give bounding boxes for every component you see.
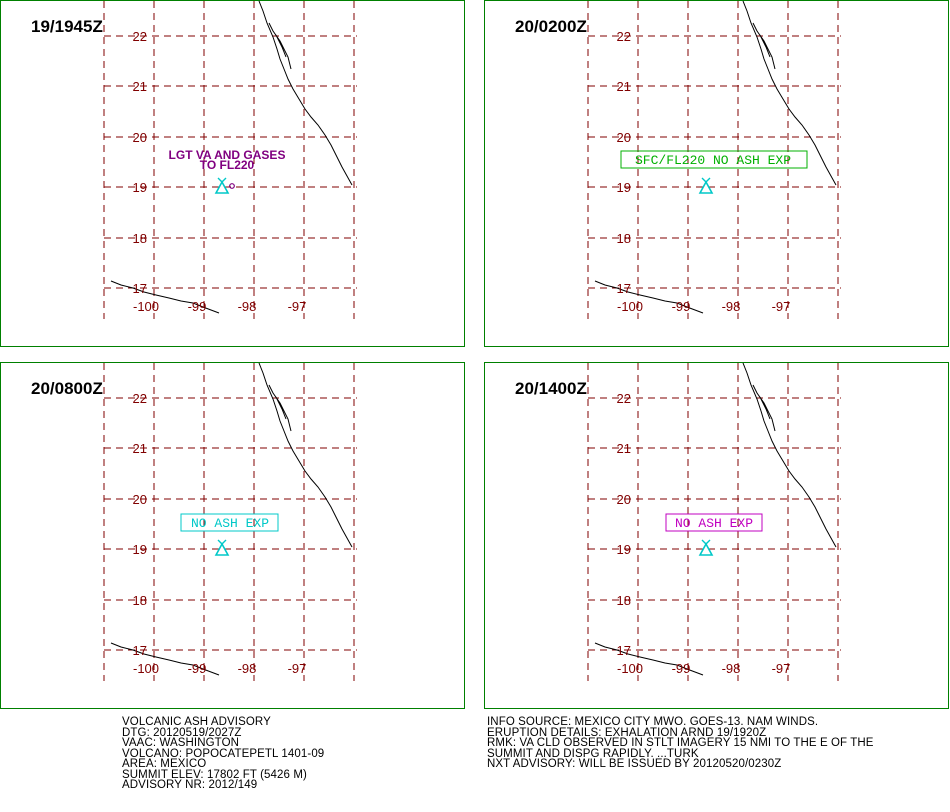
volcano-plume-icon — [701, 177, 711, 183]
forecast-panel-1: 22 21 20 19 18 17 -100 -99 -98 -97 LGT VA AND GASE… — [0, 0, 465, 347]
latitude-label: 19 — [133, 180, 147, 195]
advisory-line: ERUPTION DETAILS: EXHALATION ARND 19/192… — [487, 726, 767, 739]
advisory-line: NXT ADVISORY: WILL BE ISSUED BY 20120520… — [487, 758, 782, 770]
latitude-label: 18 — [617, 231, 631, 246]
longitude-label: -98 — [722, 661, 741, 676]
coastline-detail — [752, 22, 776, 70]
advisory-details-left: VOLCANIC ASH ADVISORY DTG: 20120519/2027… — [122, 717, 324, 791]
latitude-label: 21 — [133, 79, 147, 94]
latitude-label: 22 — [133, 29, 147, 44]
latitude-label: 20 — [617, 130, 631, 145]
panel-time: 19/1945Z — [31, 17, 103, 36]
coastline-detail — [752, 384, 776, 432]
advisory-line: SUMMIT ELEV: 17802 FT (5426 M) — [122, 768, 307, 781]
latitude-label: 17 — [133, 643, 147, 658]
longitude-label: -100 — [617, 661, 643, 676]
longitude-label: -99 — [672, 299, 691, 314]
latitude-label: 19 — [617, 180, 631, 195]
latitude-label: 18 — [133, 231, 147, 246]
longitude-label: -99 — [188, 299, 207, 314]
coastline — [742, 363, 837, 548]
longitude-label: -99 — [188, 661, 207, 676]
latitude-label: 17 — [617, 281, 631, 296]
coastline-pacific — [110, 642, 220, 676]
advisory-details-right: INFO SOURCE: MEXICO CITY MWO. GOES-13. N… — [487, 717, 874, 770]
longitude-label: -97 — [288, 299, 307, 314]
longitude-label: -99 — [672, 661, 691, 676]
longitude-label: -100 — [133, 661, 159, 676]
coastline-detail — [268, 22, 292, 70]
latitude-label: 20 — [617, 492, 631, 507]
panel-time: 20/0200Z — [515, 17, 587, 36]
forecast-label-text: LGT VA AND GASES — [169, 148, 286, 162]
advisory-line: VAAC: WASHINGTON — [122, 737, 240, 749]
latitude-label: 20 — [133, 492, 147, 507]
longitude-label: -98 — [722, 299, 741, 314]
map-svg: 22 21 20 19 18 17 -100 -99 -98 -97 SFC/FL220 NO AS… — [587, 1, 841, 319]
longitude-label: -97 — [772, 661, 791, 676]
advisory-line: VOLCANIC ASH ADVISORY — [122, 716, 271, 728]
latitude-label: 21 — [617, 441, 631, 456]
latitude-label: 17 — [617, 643, 631, 658]
advisory-line: VOLCANO: POPOCATEPETL 1401-09 — [122, 747, 325, 760]
coastline-detail — [268, 384, 292, 432]
forecast-panel-3: 22 21 20 19 18 17 -100 -99 -98 -97 NO ASH EXP 20/0… — [0, 362, 465, 709]
advisory-line: DTG: 20120519/2027Z — [122, 726, 242, 739]
forecast-label-box — [665, 513, 763, 532]
coastline — [258, 363, 353, 548]
coastline — [742, 1, 837, 186]
forecast-label-text: NO ASH EXP — [675, 516, 753, 531]
forecast-panel-4: 22 21 20 19 18 17 -100 -99 -98 -97 NO ASH EXP 20/1… — [484, 362, 949, 709]
volcano-icon — [698, 542, 714, 556]
forecast-label-text: TO FL220 — [200, 158, 255, 172]
latitude-label: 22 — [617, 29, 631, 44]
coastline-pacific — [594, 280, 704, 314]
longitude-label: -98 — [238, 661, 257, 676]
latitude-label: 22 — [133, 391, 147, 406]
volcano-plume-icon — [701, 539, 711, 545]
forecast-label-box — [180, 513, 279, 532]
longitude-label: -97 — [288, 661, 307, 676]
coastline — [258, 1, 353, 186]
advisory-line: RMK: VA CLD OBSERVED IN STLT IMAGERY 15 … — [487, 737, 874, 749]
panel-time: 20/0800Z — [31, 379, 103, 398]
coastline-pacific — [594, 642, 704, 676]
panel-time: 20/1400Z — [515, 379, 587, 398]
latitude-label: 19 — [617, 542, 631, 557]
advisory-line: SUMMIT AND DISPG RAPIDLY. ...TURK — [487, 747, 699, 760]
forecast-label-text: NO ASH EXP — [191, 516, 269, 531]
volcano-icon — [214, 180, 230, 194]
volcano-icon — [698, 180, 714, 194]
volcano-icon — [214, 542, 230, 556]
ash-area-marker — [229, 183, 235, 189]
latitude-label: 18 — [133, 593, 147, 608]
longitude-label: -98 — [238, 299, 257, 314]
coastline-pacific — [110, 280, 220, 314]
latitude-label: 19 — [133, 542, 147, 557]
advisory-line: ADVISORY NR: 2012/149 — [122, 779, 258, 791]
volcano-plume-icon — [217, 539, 227, 545]
longitude-label: -100 — [133, 299, 159, 314]
longitude-label: -97 — [772, 299, 791, 314]
map-svg: 22 21 20 19 18 17 -100 -99 -98 -97 LGT VA AND GASE… — [103, 1, 357, 319]
advisory-line: INFO SOURCE: MEXICO CITY MWO. GOES-13. N… — [487, 716, 819, 728]
latitude-label: 21 — [617, 79, 631, 94]
map-svg: 22 21 20 19 18 17 -100 -99 -98 -97 NO ASH EXP — [587, 363, 841, 681]
volcano-plume-icon — [217, 177, 227, 183]
forecast-panel-2: 22 21 20 19 18 17 -100 -99 -98 -97 SFC/FL220 NO AS… — [484, 0, 949, 347]
latitude-label: 18 — [617, 593, 631, 608]
forecast-label-text: SFC/FL220 NO ASH EXP — [635, 153, 791, 168]
latitude-label: 17 — [133, 281, 147, 296]
map-svg: 22 21 20 19 18 17 -100 -99 -98 -97 NO ASH EXP — [103, 363, 357, 681]
longitude-label: -100 — [617, 299, 643, 314]
latitude-label: 20 — [133, 130, 147, 145]
forecast-label-box — [620, 150, 808, 169]
advisory-line: AREA: MEXICO — [122, 758, 207, 770]
latitude-label: 21 — [133, 441, 147, 456]
latitude-label: 22 — [617, 391, 631, 406]
